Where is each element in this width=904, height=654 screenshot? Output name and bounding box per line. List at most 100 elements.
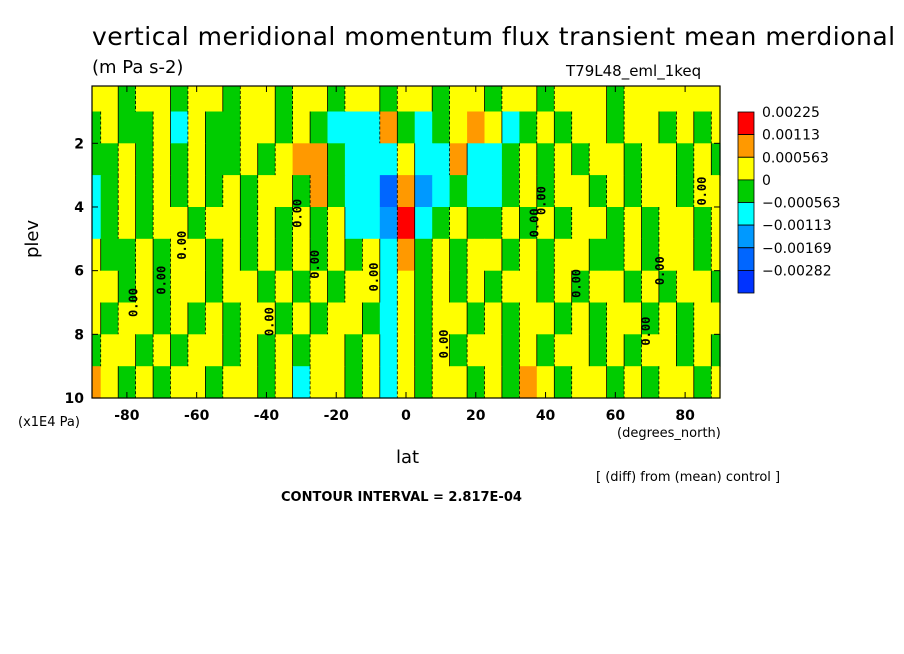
x-tick-label: -80	[114, 408, 140, 424]
heatmap-cell	[467, 238, 486, 272]
heatmap-cell	[135, 366, 154, 399]
contour-value-label: 0.00	[569, 269, 583, 298]
contour-value-label: 0.00	[262, 307, 276, 336]
heatmap-cell	[205, 111, 224, 144]
heatmap-cell	[92, 111, 102, 144]
heatmap-cell	[467, 302, 486, 335]
heatmap-cell	[240, 143, 259, 176]
heatmap-cell	[327, 207, 346, 240]
heatmap-cell	[676, 334, 695, 367]
heatmap-cell	[187, 238, 206, 272]
heatmap-cell	[310, 207, 329, 240]
heatmap-cell	[187, 86, 206, 113]
heatmap-cell	[554, 207, 573, 240]
heatmap-cell	[414, 366, 433, 399]
y-tick-label: 10	[65, 391, 85, 407]
heatmap-cell	[153, 111, 172, 144]
heatmap-cell	[118, 207, 137, 240]
heatmap-cell	[641, 86, 660, 113]
heatmap-cell	[257, 334, 276, 367]
heatmap-cell	[711, 302, 721, 335]
heatmap-cell	[327, 111, 346, 144]
heatmap-cell	[100, 366, 119, 399]
heatmap-cell	[310, 334, 329, 367]
heatmap-cell	[711, 207, 721, 240]
heatmap-cell	[187, 270, 206, 304]
contour-value-label: 0.00	[528, 208, 542, 237]
heatmap-cell	[397, 207, 416, 240]
heatmap-cell	[484, 143, 503, 176]
heatmap-cell	[275, 270, 294, 304]
heatmap-cell	[554, 302, 573, 335]
y-axis-unit: (x1E4 Pa)	[18, 415, 80, 430]
heatmap-cell	[187, 302, 206, 335]
heatmap-cell	[624, 111, 643, 144]
heatmap-cell	[432, 334, 451, 367]
heatmap-cell	[92, 175, 102, 208]
heatmap-cell	[467, 334, 486, 367]
heatmap-cell	[310, 111, 329, 144]
heatmap-cell	[519, 302, 538, 335]
heatmap-cell	[449, 86, 468, 113]
heatmap-cell	[257, 143, 276, 176]
x-axis-label: lat	[396, 447, 420, 468]
heatmap-cell	[100, 86, 119, 113]
heatmap-cell	[118, 302, 137, 335]
heatmap-cell	[292, 86, 311, 113]
heatmap-cell	[170, 175, 189, 208]
heatmap-cell	[484, 111, 503, 144]
heatmap-cell	[187, 111, 206, 144]
heatmap-cell	[519, 207, 538, 240]
heatmap-cell	[501, 238, 520, 272]
heatmap-cell	[414, 143, 433, 176]
heatmap-cell	[222, 270, 241, 304]
heatmap-cell	[624, 86, 643, 113]
x-tick-label: -60	[184, 408, 210, 424]
heatmap-cell	[240, 175, 259, 208]
heatmap-cell	[153, 270, 172, 304]
heatmap-cell	[641, 302, 660, 335]
heatmap-cell	[606, 238, 625, 272]
heatmap-cell	[449, 143, 468, 176]
heatmap-cell	[449, 175, 468, 208]
heatmap-cell	[292, 302, 311, 335]
contour-value-label: 0.00	[290, 199, 304, 228]
heatmap-cell	[205, 143, 224, 176]
heatmap-cell	[397, 143, 416, 176]
heatmap-cell	[397, 302, 416, 335]
heatmap-cell	[397, 86, 416, 113]
heatmap-cell	[589, 302, 608, 335]
heatmap-cell	[292, 238, 311, 272]
heatmap-cell	[432, 366, 451, 399]
heatmap-cell	[554, 175, 573, 208]
heatmap-cell	[222, 302, 241, 335]
heatmap-cell	[414, 207, 433, 240]
x-tick-label: 40	[536, 408, 556, 424]
heatmap-cell	[275, 207, 294, 240]
heatmap-cell	[589, 334, 608, 367]
heatmap-cell	[170, 143, 189, 176]
heatmap-cell	[100, 143, 119, 176]
heatmap-cell	[257, 302, 276, 335]
heatmap-cell	[379, 175, 398, 208]
heatmap-cell	[118, 111, 137, 144]
heatmap-cell	[606, 334, 625, 367]
heatmap-cell	[676, 270, 695, 304]
heatmap-cell	[118, 86, 137, 113]
heatmap-cell	[658, 111, 677, 144]
heatmap-cell	[432, 207, 451, 240]
heatmap-cell	[310, 86, 329, 113]
heatmap-cell	[344, 302, 363, 335]
heatmap-cell	[449, 111, 468, 144]
heatmap-cell	[484, 334, 503, 367]
heatmap-cell	[118, 366, 137, 399]
heatmap-cell	[170, 238, 189, 272]
heatmap-cell	[170, 302, 189, 335]
heatmap-cell	[501, 366, 520, 399]
x-tick-label: 80	[675, 408, 695, 424]
heatmap-cell	[658, 302, 677, 335]
heatmap-cell	[658, 143, 677, 176]
heatmap-cell	[536, 86, 555, 113]
heatmap-cell	[135, 238, 154, 272]
heatmap-cell	[187, 207, 206, 240]
